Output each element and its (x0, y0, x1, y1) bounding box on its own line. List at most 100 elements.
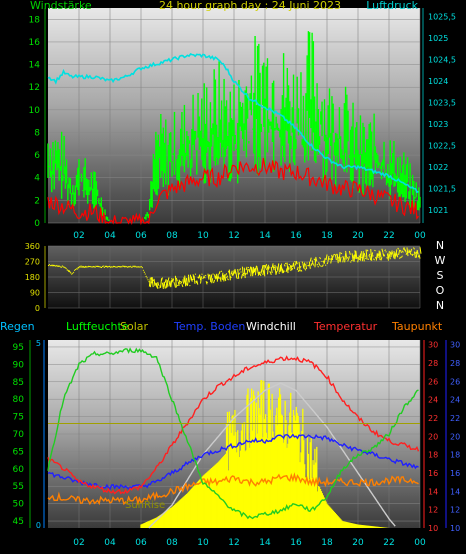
wind-direction-mark (349, 261, 352, 263)
wind-direction-mark (252, 266, 255, 277)
wind-direction-mark (254, 265, 257, 276)
panel3-y-dew-tick-label: 16 (450, 469, 460, 478)
panel3-header-label: Windchill (246, 320, 296, 333)
wind-direction-mark (285, 268, 288, 273)
wind-direction-mark (211, 278, 214, 284)
panel3-y-dew-tick-label: 12 (450, 506, 460, 515)
wind-direction-mark (214, 275, 217, 279)
wind-direction-mark (347, 256, 350, 260)
compass-label: O (436, 284, 445, 297)
panel3-series (47, 347, 420, 529)
wind-direction-mark (221, 272, 224, 280)
wind-direction-mark (305, 263, 308, 270)
sunrise-annotation: SunRise (125, 500, 165, 511)
panel3-y-rain-tick-label: 5 (36, 339, 41, 348)
wind-direction-mark (401, 250, 404, 253)
wind-direction-mark (294, 261, 296, 263)
wind-direction-mark (155, 282, 158, 288)
wind-direction-mark (248, 269, 251, 273)
wind-direction-mark (329, 258, 332, 260)
wind-direction-mark (324, 264, 327, 266)
wind-direction-mark (265, 264, 268, 268)
wind-direction-mark (379, 251, 382, 258)
panel2-grid (48, 245, 421, 309)
wind-direction-mark (196, 280, 199, 285)
wind-direction-mark (405, 252, 408, 256)
panel1-axes: 02 04 06 08 10 12 14 16 18 20 22 000246810121416181… (29, 8, 456, 241)
wind-direction-mark (258, 271, 261, 275)
panel3-header-label: Temperatur (313, 320, 378, 333)
wind-direction-mark (411, 253, 414, 257)
wind-direction-mark (172, 278, 175, 283)
panel3-y-temp-tick-label: 26 (428, 377, 438, 386)
wind-direction-mark (219, 276, 222, 282)
wind-direction-mark (275, 271, 278, 276)
wind-direction-mark (99, 266, 102, 268)
panel3-y-dew-tick-label: 20 (450, 432, 460, 441)
panel3-y-temp-tick-label: 22 (428, 414, 438, 423)
windchill-line (148, 382, 396, 529)
wind-direction-mark (207, 273, 210, 280)
wind-direction-mark (166, 281, 169, 288)
wind-direction-mark (416, 250, 419, 255)
wind-direction-mark (347, 260, 349, 262)
panel1-y-right-tick-label: 1022,5 (428, 142, 456, 151)
wind-direction-mark (410, 248, 413, 253)
panel3-y-temp-tick-label: 14 (428, 487, 438, 496)
wind-direction-mark (227, 278, 229, 281)
panel1-x-tick-label: 16 (290, 231, 302, 241)
wind-direction-mark (371, 252, 374, 258)
wind-direction-mark (76, 268, 79, 270)
wind-direction-mark (257, 271, 260, 276)
wind-direction-mark (237, 269, 240, 279)
wind-direction-mark (399, 256, 401, 259)
wind-direction-mark (332, 255, 335, 258)
wind-direction-mark (414, 251, 417, 254)
wind-direction-mark (413, 247, 415, 250)
wind-direction-mark (309, 257, 312, 262)
panel1-y-left-tick-label: 14 (29, 61, 41, 71)
wind-direction-mark (311, 260, 314, 265)
wind-direction-mark (287, 265, 290, 271)
humidity-line (47, 347, 419, 520)
wind-direction-mark (149, 281, 152, 288)
panel1-y-left-tick-label: 16 (29, 38, 41, 48)
wind-direction-mark (362, 253, 365, 262)
panel3-x-tick-label: 10 (197, 538, 209, 548)
wind-direction-mark (392, 253, 395, 259)
wind-direction-mark (263, 264, 266, 277)
wind-direction-mark (185, 277, 188, 287)
wind-direction-mark (243, 267, 246, 279)
wind-direction-mark (213, 274, 216, 280)
wind-direction-mark (181, 284, 184, 288)
wind-direction-mark (269, 271, 272, 276)
wind-direction-mark (170, 279, 173, 287)
wind-direction-mark (274, 264, 277, 275)
wind-direction-mark (82, 265, 85, 268)
panel3-y-dew-tick-label: 30 (450, 341, 460, 350)
wind-direction-mark (313, 258, 316, 261)
wind-direction-mark (338, 251, 341, 262)
wind-direction-mark (323, 257, 326, 264)
wind-direction-mark (376, 253, 379, 259)
wind-direction-mark (310, 262, 313, 266)
wind-direction-mark (298, 261, 301, 272)
panel3-y-temp-tick-label: 20 (428, 432, 438, 441)
wind-direction-mark (327, 255, 330, 262)
wind-direction-mark (68, 270, 70, 273)
wind-direction-mark (205, 281, 208, 285)
wind-direction-mark (246, 268, 249, 275)
wind-direction-mark (328, 258, 331, 260)
panel1-x-tick-label: 10 (197, 231, 209, 241)
panel3-header-label: Temp. Boden (173, 320, 245, 333)
panel3-y-temp-tick-label: 24 (428, 396, 438, 405)
wind-direction-mark (51, 264, 54, 266)
wind-direction-mark (61, 265, 64, 267)
wind-direction-mark (235, 272, 238, 279)
wind-direction-mark (326, 262, 329, 265)
panel3-y-humidity-tick-label: 55 (13, 482, 24, 492)
wind-direction-mark (336, 254, 339, 264)
panel1-left-axis-label: Windstärke (30, 0, 92, 12)
wind-direction-mark (53, 264, 55, 267)
wind-direction-mark (222, 274, 225, 281)
